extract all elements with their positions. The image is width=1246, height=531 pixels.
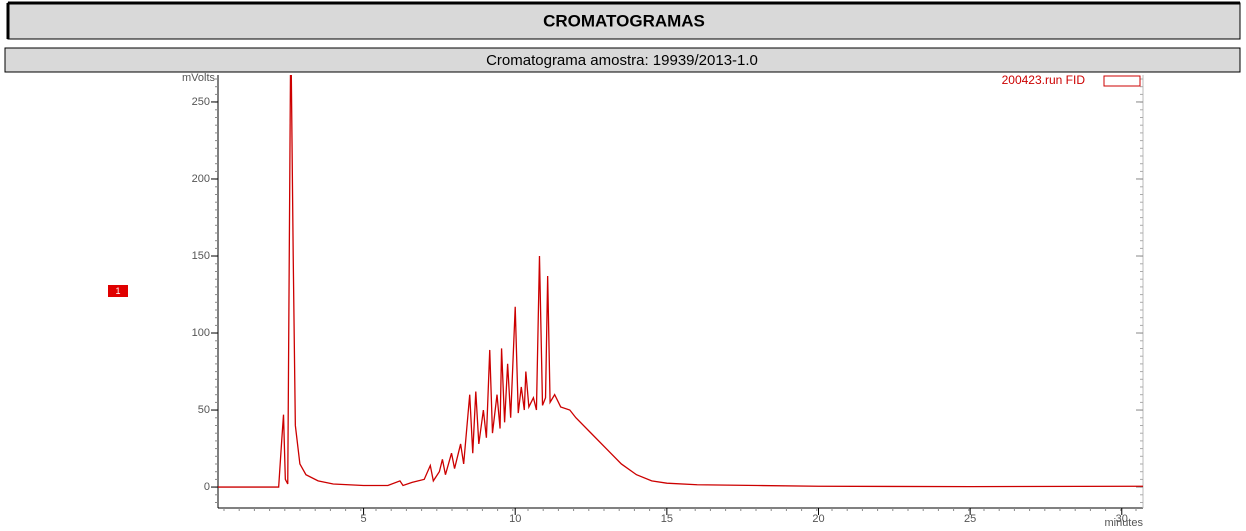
marker-box — [108, 285, 128, 297]
x-tick-label: 10 — [509, 513, 521, 525]
marker-label: 1 — [115, 286, 120, 296]
x-tick-label: 30 — [1116, 513, 1128, 525]
y-tick-label: 0 — [204, 481, 210, 493]
x-tick-label: 25 — [964, 513, 976, 525]
icon — [1103, 75, 1141, 87]
subtitle-box — [4, 47, 1241, 73]
header-title: CROMATOGRAMAS — [543, 11, 705, 30]
y-tick-label: 100 — [192, 327, 210, 339]
y-tick-label: 50 — [198, 404, 210, 416]
y-tick-label: 200 — [192, 173, 210, 185]
x-tick-label: 20 — [812, 513, 824, 525]
y-axis-label: mVolts — [182, 72, 216, 84]
y-tick-label: 150 — [192, 250, 210, 262]
chart: 0 50 100 150 200 250 5 10 15 20 25 30 mVolts minutes 2… — [108, 72, 1144, 529]
chart-title: Cromatograma amostra: 19939/2013-1.0 — [486, 52, 758, 69]
y-tick-label: 250 — [192, 96, 210, 108]
header-box — [7, 2, 1241, 40]
x-axis-label: minutes — [1104, 517, 1143, 526]
annotation: 200423.run FID — [1002, 73, 1086, 87]
x-tick-label: 15 — [661, 513, 673, 525]
x-tick-label: 5 — [361, 513, 367, 525]
trace — [218, 75, 1143, 488]
